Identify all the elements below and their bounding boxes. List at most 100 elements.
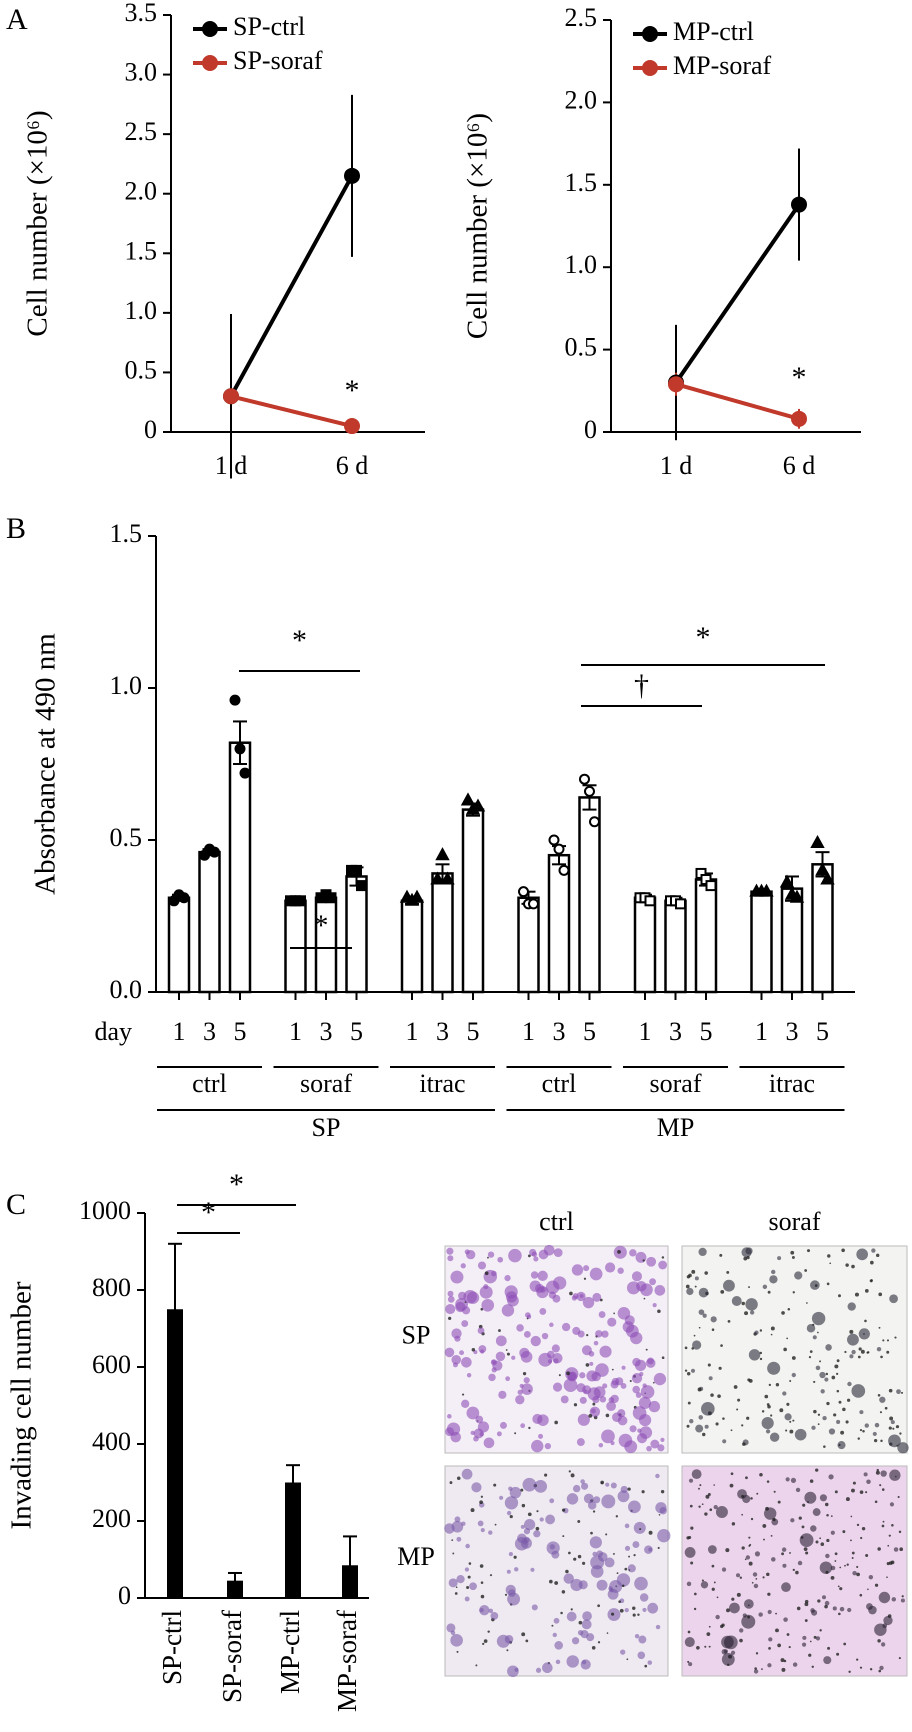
micrograph: [444, 1244, 669, 1454]
data-point: [759, 883, 774, 897]
cell: [805, 1551, 809, 1555]
cell: [479, 1500, 483, 1505]
cell: [822, 1415, 827, 1421]
cell: [544, 1473, 548, 1477]
cell: [767, 1361, 781, 1375]
cell: [786, 1633, 790, 1636]
cell: [562, 1535, 565, 1538]
cell: [798, 1516, 802, 1520]
legend-label: MP-soraf: [673, 51, 772, 80]
data-point: [558, 864, 570, 876]
cell: [606, 1401, 616, 1412]
cell: [715, 1614, 720, 1620]
series-line: [230, 394, 353, 428]
cell: [691, 1469, 702, 1480]
cell: [578, 1620, 583, 1625]
y-tick-label: 800: [92, 1273, 131, 1302]
cell: [537, 1270, 548, 1282]
cell: [686, 1275, 691, 1279]
cell: [879, 1411, 882, 1414]
cell: [455, 1586, 458, 1589]
y-tick-label: 0: [144, 415, 157, 444]
cell: [692, 1340, 702, 1350]
cell: [527, 1512, 532, 1517]
cell: [499, 1421, 507, 1429]
cell: [509, 1514, 513, 1519]
cell: [632, 1613, 636, 1617]
cell: [839, 1606, 845, 1612]
cell: [749, 1310, 755, 1315]
cell: [834, 1560, 837, 1562]
cell: [498, 1329, 501, 1332]
cell: [628, 1569, 631, 1571]
cell: [632, 1606, 636, 1610]
cell: [739, 1628, 744, 1633]
y-tick-label: 1.5: [565, 168, 598, 197]
cell: [691, 1347, 694, 1350]
cell: [542, 1662, 553, 1674]
cell: [504, 1593, 508, 1596]
cell: [479, 1608, 484, 1613]
legend-swatch: [202, 55, 218, 71]
cell: [641, 1490, 645, 1494]
cell: [783, 1347, 787, 1352]
cell: [824, 1502, 829, 1507]
cell: [624, 1315, 635, 1326]
cell: [874, 1500, 878, 1504]
cell: [797, 1560, 803, 1566]
x-tick-label: 1: [639, 1017, 652, 1046]
cell: [489, 1574, 493, 1577]
cell: [466, 1250, 476, 1260]
cell: [456, 1650, 459, 1653]
cell: [813, 1635, 817, 1639]
cell: [684, 1346, 688, 1350]
cell: [731, 1522, 736, 1526]
cell: [694, 1285, 697, 1288]
cell: [493, 1483, 497, 1487]
cell: [508, 1248, 522, 1263]
cell: [581, 1345, 592, 1356]
cell: [456, 1476, 461, 1481]
cell: [687, 1660, 690, 1663]
x-tick-label: 3: [786, 1017, 799, 1046]
cell: [506, 1510, 512, 1516]
cell: [501, 1304, 515, 1317]
cell: [449, 1481, 453, 1484]
cell: [507, 1294, 519, 1307]
cell: [759, 1357, 763, 1361]
cell: [554, 1641, 564, 1650]
point: [791, 196, 807, 213]
point: [344, 418, 360, 435]
cell: [877, 1393, 881, 1397]
cell: [817, 1331, 819, 1334]
cell: [717, 1394, 721, 1398]
cell: [799, 1533, 814, 1548]
y-tick-label: 0.0: [110, 975, 143, 1004]
cell: [592, 1510, 596, 1513]
cell: [549, 1322, 554, 1328]
cell: [847, 1381, 852, 1387]
cell: [845, 1497, 850, 1502]
cell: [698, 1487, 700, 1490]
cell: [854, 1292, 859, 1297]
x-tick-label: MP-ctrl: [275, 1610, 305, 1694]
cell: [471, 1348, 476, 1352]
cell: [478, 1345, 487, 1353]
cell: [847, 1333, 859, 1346]
cell: [841, 1248, 845, 1253]
cell: [610, 1482, 617, 1489]
row-label: SP: [402, 1320, 431, 1349]
cell: [524, 1518, 536, 1531]
cell: [446, 1247, 454, 1255]
cell: [842, 1530, 846, 1534]
cell: [504, 1496, 519, 1510]
bar: [750, 890, 773, 994]
cell: [852, 1481, 856, 1485]
cell: [555, 1659, 561, 1665]
x-tick-label: 1: [289, 1017, 302, 1046]
cell: [637, 1613, 640, 1616]
cell: [506, 1569, 511, 1574]
cell: [545, 1514, 556, 1525]
cell: [794, 1428, 807, 1441]
cell: [851, 1384, 866, 1398]
